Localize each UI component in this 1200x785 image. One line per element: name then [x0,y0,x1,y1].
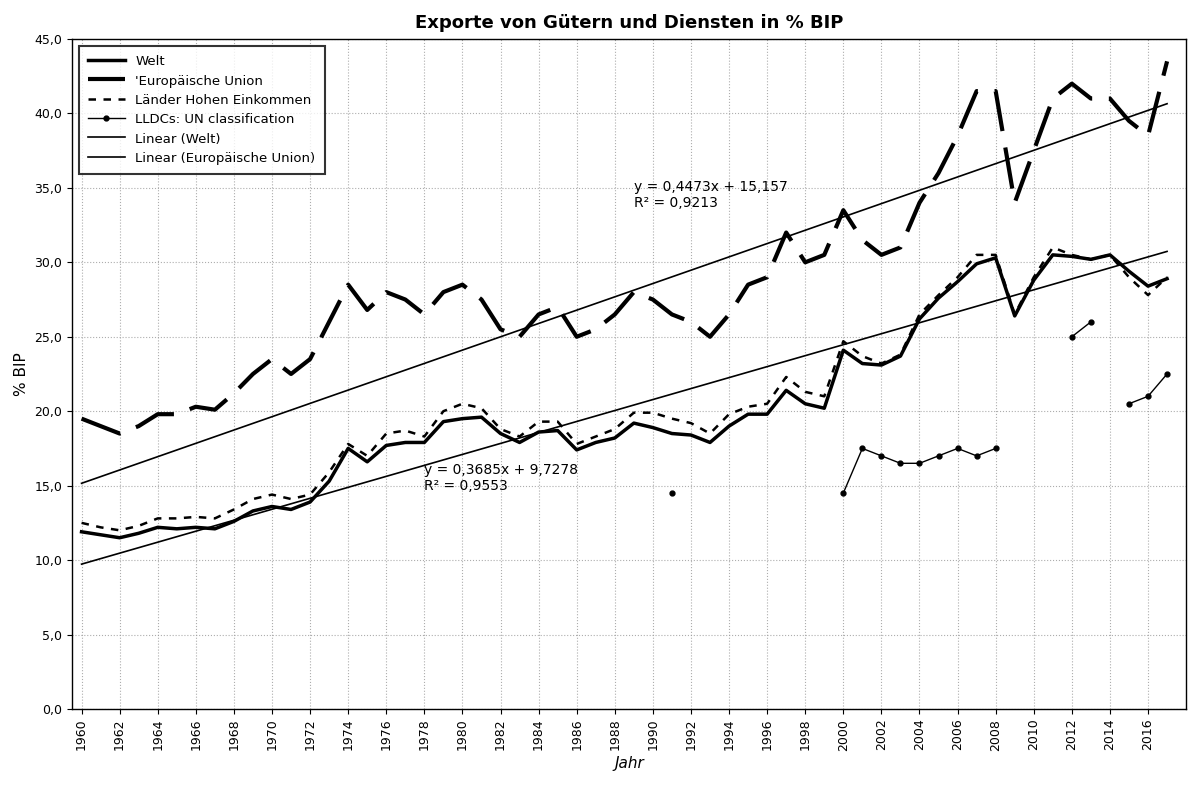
Text: y = 0,3685x + 9,7278
R² = 0,9553: y = 0,3685x + 9,7278 R² = 0,9553 [425,463,578,493]
X-axis label: Jahr: Jahr [614,756,644,771]
Y-axis label: % BIP: % BIP [14,352,29,396]
Title: Exporte von Gütern und Diensten in % BIP: Exporte von Gütern und Diensten in % BIP [415,14,844,32]
Text: y = 0,4473x + 15,157
R² = 0,9213: y = 0,4473x + 15,157 R² = 0,9213 [634,181,787,210]
Legend: Welt, 'Europäische Union, Länder Hohen Einkommen, LLDCs: UN classification, Line: Welt, 'Europäische Union, Länder Hohen E… [79,46,325,174]
